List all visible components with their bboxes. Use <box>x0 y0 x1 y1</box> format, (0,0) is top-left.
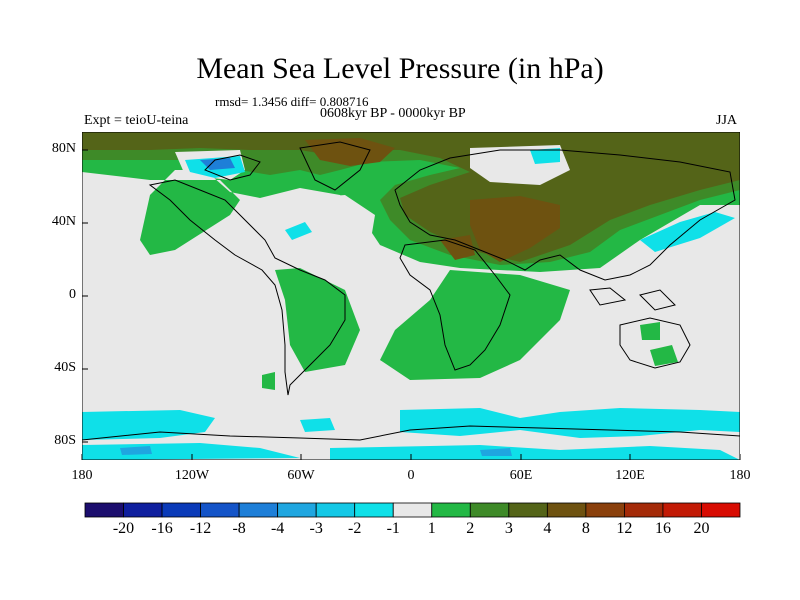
lon-label-180e: 180 <box>729 468 751 483</box>
experiment-label: Expt = teioU-teina <box>84 113 189 128</box>
colorbar <box>84 502 741 518</box>
colorbar-swatch <box>469 502 510 518</box>
cyan-patch-kara <box>530 148 560 164</box>
colorbar-swatch <box>161 502 201 518</box>
colorbar-swatch <box>315 502 356 518</box>
colorbar-tick-label: -20 <box>112 520 135 537</box>
colorbar-swatch <box>431 502 471 518</box>
axis-ticks <box>81 149 741 460</box>
cyan-southern-band <box>82 408 740 460</box>
coastlines <box>82 141 740 441</box>
colorbar-swatch <box>701 502 741 518</box>
colorbar-swatch <box>123 502 163 518</box>
lon-label-180w: 180 <box>71 468 93 483</box>
eurasia-olive <box>82 132 740 262</box>
colorbar-tick-label: 1 <box>427 520 436 537</box>
colorbar-tick-label: -16 <box>151 520 173 537</box>
season-label: JJA <box>716 113 738 128</box>
colorbar-swatch <box>238 502 279 518</box>
colorbar-tick-label: 3 <box>504 520 513 537</box>
colorbar-swatch <box>354 502 394 518</box>
colorbar-tick-label: -3 <box>309 520 323 537</box>
pressure-field <box>82 132 740 460</box>
colorbar-swatch <box>546 502 587 518</box>
lat-label-80s: 80S <box>54 433 76 448</box>
colorbar-tick-label: -2 <box>348 520 362 537</box>
blue-patch-canada <box>200 158 235 170</box>
cyan-patch-atlantic <box>285 222 312 240</box>
lon-label-0: 0 <box>407 468 415 483</box>
lon-label-120e: 120E <box>615 468 645 483</box>
lon-label-60e: 60E <box>509 468 533 483</box>
lat-label-40s: 40S <box>54 360 76 375</box>
lon-label-120w: 120W <box>174 468 210 483</box>
colorbar-tick-label: 16 <box>654 520 671 537</box>
colorbar-swatch <box>585 502 625 518</box>
colorbar-swatch <box>200 502 240 518</box>
green-south-america <box>275 268 360 372</box>
green-australia <box>640 322 678 366</box>
colorbar-swatch <box>508 502 548 518</box>
brown-north <box>305 138 395 166</box>
green-south-atlantic <box>380 270 570 380</box>
colorbar-tick-label: 4 <box>543 520 552 537</box>
colorbar-tick-label: 20 <box>693 520 710 537</box>
lat-label-0: 0 <box>69 287 76 302</box>
colorbar-tick-label: -1 <box>386 520 400 537</box>
period-subtitle: 0608kyr BP - 0000kyr BP <box>320 106 466 121</box>
green-pacific-south <box>262 372 275 390</box>
colorbar-tick-label: 8 <box>581 520 590 537</box>
lat-label-40n: 40N <box>51 214 76 229</box>
colorbar-swatch <box>662 502 702 518</box>
lon-label-60w: 60W <box>287 468 315 483</box>
map-title: Mean Sea Level Pressure (in hPa) <box>196 52 604 85</box>
colorbar-swatch <box>84 502 124 518</box>
colorbar-tick-label: 12 <box>616 520 633 537</box>
colorbar-tick-label: -4 <box>270 520 285 537</box>
rmsd-diff-stats: rmsd= 1.3456 diff= 0.808716 <box>215 94 369 109</box>
colorbar-tick-label: -8 <box>232 520 246 537</box>
colorbar-swatch <box>624 502 664 518</box>
colorbar-swatch <box>277 502 317 518</box>
colorbar-tick-label: -12 <box>189 520 212 537</box>
colorbar-swatch <box>392 502 433 518</box>
brown-asia <box>470 196 560 262</box>
cyan-patch-pacific <box>640 212 735 252</box>
colorbar-tick-label: 2 <box>466 520 475 537</box>
lat-label-80n: 80N <box>51 141 76 156</box>
